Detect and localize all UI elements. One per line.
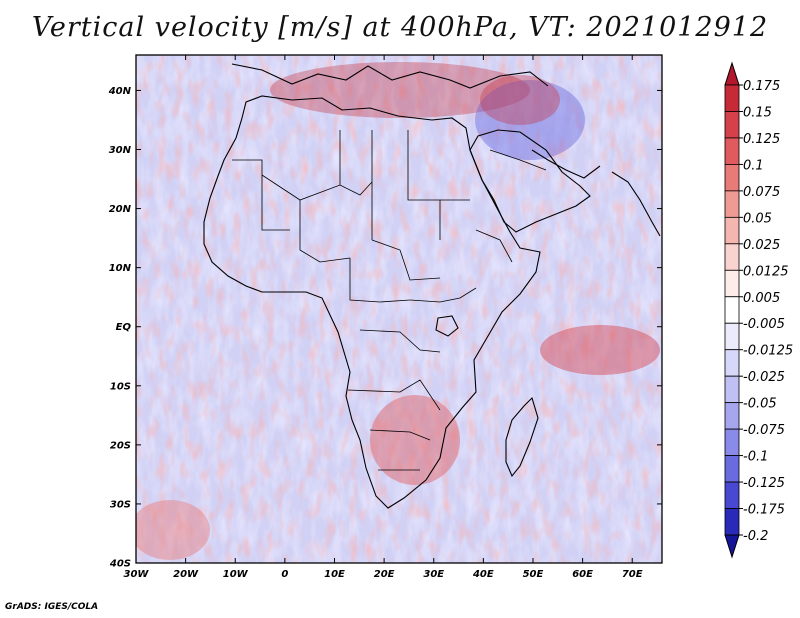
country-borders bbox=[232, 130, 547, 471]
colorbar-top-cap bbox=[724, 61, 740, 86]
ascent-zone-southern-africa bbox=[370, 395, 460, 485]
colorbar-label: 0.125 bbox=[743, 132, 780, 147]
lat-tick-label: 10N bbox=[109, 263, 132, 274]
ascent-zone-indian-ocean bbox=[540, 325, 660, 375]
colorbar-label: -0.05 bbox=[743, 397, 777, 412]
colorbar-label: -0.1 bbox=[743, 450, 768, 465]
colorbar-box bbox=[724, 296, 740, 324]
lon-tick-label: 40E bbox=[472, 569, 494, 580]
colorbar-box bbox=[724, 481, 740, 509]
coastlines bbox=[203, 63, 661, 509]
lon-tick-label: 70E bbox=[622, 569, 643, 580]
colorbar-label: 0.1 bbox=[743, 158, 764, 173]
map-title: Vertical velocity [m/s] at 400hPa, VT: 2… bbox=[31, 12, 769, 43]
lat-tick-label: 20N bbox=[109, 204, 132, 215]
ascent-zone-south-atlantic bbox=[136, 500, 210, 560]
colorbar-box bbox=[724, 402, 740, 430]
colorbar-box bbox=[724, 190, 740, 218]
lon-tick-label: 10E bbox=[324, 569, 345, 580]
velocity-field bbox=[136, 55, 662, 563]
colorbar-bottom-cap bbox=[724, 534, 740, 559]
europe-coastline bbox=[231, 63, 549, 89]
colorbar-box bbox=[724, 349, 740, 377]
lon-tick-label: 50E bbox=[523, 569, 544, 580]
lake-victoria bbox=[435, 315, 459, 337]
colorbar-box bbox=[724, 508, 740, 536]
colorbar-label: -0.125 bbox=[743, 476, 785, 491]
grads-credit: GrADS: IGES/COLA bbox=[5, 602, 99, 612]
colorbar-box bbox=[724, 243, 740, 271]
lat-tick-label: EQ bbox=[116, 322, 132, 333]
colorbar-box bbox=[724, 322, 740, 351]
colorbar: 0.175 0.15 0.125 0.1 0.075 0.05 0.025 0.0125 0.0… bbox=[724, 61, 793, 559]
colorbar-box bbox=[724, 455, 740, 483]
colorbar-label: -0.175 bbox=[743, 503, 785, 518]
colorbar-label: -0.025 bbox=[743, 370, 785, 385]
colorbar-label: -0.2 bbox=[743, 529, 768, 544]
lon-tick-label: 0 bbox=[281, 569, 288, 580]
lat-tick-label: 40N bbox=[108, 86, 132, 97]
ascent-zone-mediterranean bbox=[270, 62, 530, 118]
plot-frame bbox=[135, 54, 663, 564]
colorbar-box bbox=[724, 216, 740, 245]
latitude-axis: 40N 30N 20N 10N EQ 10S 20S 30S 40S bbox=[108, 86, 662, 570]
lat-tick-label: 40S bbox=[109, 559, 131, 570]
colorbar-label: 0.025 bbox=[743, 238, 780, 253]
india-coastline bbox=[611, 171, 661, 237]
colorbar-label: -0.075 bbox=[743, 423, 785, 438]
lon-tick-label: 60E bbox=[572, 569, 593, 580]
lon-tick-label: 30E bbox=[423, 569, 444, 580]
colorbar-box bbox=[724, 428, 740, 456]
colorbar-label: 0.075 bbox=[743, 185, 780, 200]
madagascar-coastline bbox=[505, 396, 539, 478]
lon-tick-label: 20W bbox=[173, 569, 199, 580]
colorbar-box bbox=[724, 137, 740, 165]
lat-tick-label: 30N bbox=[109, 145, 132, 156]
persian-gulf-coastline bbox=[531, 149, 601, 179]
colorbar-label: 0.175 bbox=[743, 79, 780, 94]
colorbar-label: 0.05 bbox=[743, 211, 772, 226]
colorbar-box bbox=[724, 375, 740, 404]
colorbar-box bbox=[724, 111, 740, 139]
colorbar-label: 0.15 bbox=[743, 105, 772, 120]
lat-tick-label: 30S bbox=[110, 499, 131, 510]
lon-tick-label: 20E bbox=[374, 569, 395, 580]
descent-zone-middle-east bbox=[475, 80, 585, 160]
colorbar-label: 0.0125 bbox=[743, 264, 789, 279]
lon-tick-label: 30W bbox=[124, 569, 150, 580]
lon-tick-label: 10W bbox=[223, 569, 249, 580]
colorbar-box bbox=[724, 84, 740, 112]
colorbar-label: 0.005 bbox=[743, 291, 780, 306]
colorbar-box bbox=[724, 269, 740, 298]
colorbar-box bbox=[724, 164, 740, 192]
colorbar-label: -0.005 bbox=[743, 317, 785, 332]
africa-coastline bbox=[203, 95, 541, 509]
ascent-zone-iran bbox=[480, 75, 560, 125]
lat-tick-label: 20S bbox=[110, 440, 131, 451]
lat-tick-label: 10S bbox=[110, 381, 131, 392]
arabia-coastline bbox=[469, 129, 591, 233]
colorbar-label: -0.0125 bbox=[743, 344, 793, 359]
longitude-axis: 30W 20W 10W 0 10E 20E 30E 40E 50E 60E 70E bbox=[124, 55, 643, 580]
